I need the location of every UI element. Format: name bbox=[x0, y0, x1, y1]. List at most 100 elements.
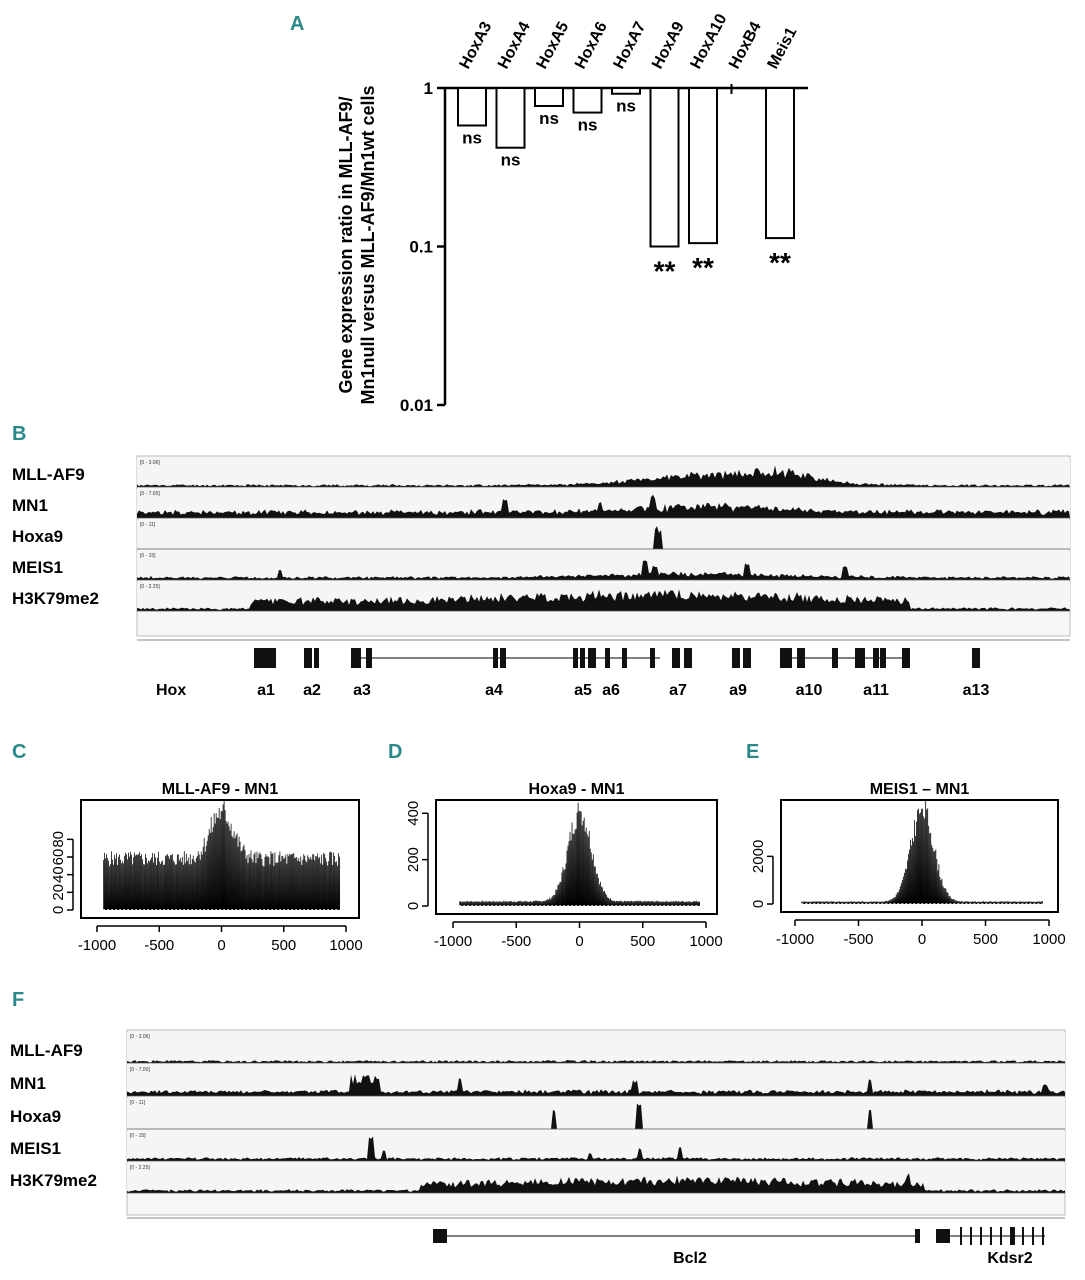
track-signal bbox=[127, 1136, 1065, 1161]
significance-label: ns bbox=[539, 109, 559, 128]
exon bbox=[588, 648, 596, 668]
x-tick-label: 0 bbox=[575, 933, 583, 950]
x-tick-label: 500 bbox=[630, 933, 655, 950]
y-tick-label: 200 bbox=[405, 847, 422, 872]
category-label: HoxA5 bbox=[534, 19, 573, 72]
x-tick-label: -1000 bbox=[776, 931, 814, 948]
bar bbox=[688, 87, 718, 245]
x-tick-label: 500 bbox=[271, 937, 296, 954]
bar bbox=[765, 87, 795, 240]
gene-label: a3 bbox=[353, 682, 371, 699]
track-range: [0 - 3.06] bbox=[130, 1034, 150, 1040]
panel-label-e: E bbox=[746, 741, 759, 763]
exon bbox=[351, 648, 361, 668]
track-background bbox=[127, 1032, 1065, 1063]
exon bbox=[743, 648, 751, 668]
significance-label: ** bbox=[692, 252, 714, 283]
exon bbox=[314, 648, 319, 668]
bar bbox=[649, 87, 680, 248]
track-range: [0 - 7.00] bbox=[130, 1067, 150, 1073]
track-range: [0 - 2.25] bbox=[130, 1165, 150, 1171]
profile-bars bbox=[459, 802, 700, 906]
panel-label-a: A bbox=[290, 13, 304, 35]
track-signal bbox=[127, 1060, 1065, 1063]
exon bbox=[304, 648, 312, 668]
track-signal bbox=[137, 589, 1070, 611]
x-tick-label: 500 bbox=[973, 931, 998, 948]
gene-label: a7 bbox=[669, 682, 687, 699]
track-name: MN1 bbox=[12, 496, 48, 515]
gene-label: a5 bbox=[574, 682, 592, 699]
track-background bbox=[137, 520, 1070, 549]
track-name: MEIS1 bbox=[10, 1139, 61, 1158]
significance-label: ns bbox=[578, 116, 598, 135]
x-tick-label: -1000 bbox=[78, 937, 116, 954]
track-name: H3K79me2 bbox=[12, 589, 99, 608]
significance-label: ** bbox=[654, 256, 676, 287]
gene-label: a6 bbox=[602, 682, 620, 699]
track-name: Hoxa9 bbox=[12, 527, 63, 546]
exon bbox=[780, 648, 792, 668]
gene-label: Bcl2 bbox=[673, 1250, 707, 1267]
x-tick-label: 0 bbox=[918, 931, 926, 948]
x-tick-label: 1000 bbox=[1032, 931, 1065, 948]
profile-bars bbox=[801, 800, 1043, 904]
x-tick-label: -500 bbox=[144, 937, 174, 954]
track-range: [0 - 7.00] bbox=[140, 491, 160, 497]
bar bbox=[572, 87, 603, 114]
track-background bbox=[137, 551, 1070, 580]
exon bbox=[960, 1227, 962, 1245]
category-label: HoxA7 bbox=[611, 19, 650, 72]
significance-label: ns bbox=[462, 128, 482, 147]
track-signal bbox=[137, 465, 1070, 487]
track-range: [0 - 11] bbox=[140, 522, 156, 528]
panel-label-f: F bbox=[12, 989, 24, 1011]
track-signal bbox=[127, 1173, 1065, 1193]
y-tick-label: 0.01 bbox=[400, 396, 433, 415]
track-signal bbox=[137, 560, 1070, 580]
exon bbox=[936, 1229, 950, 1243]
panel-a-ylabel-line2: Mn1null versus MLL-AF9/Mn1wt cells bbox=[358, 85, 378, 404]
category-label: HoxA10 bbox=[688, 11, 731, 72]
exon bbox=[873, 648, 879, 668]
track-range: [0 - 11] bbox=[130, 1100, 146, 1106]
exon bbox=[433, 1229, 447, 1243]
plot-title: Hoxa9 - MN1 bbox=[528, 781, 624, 798]
x-tick-label: -500 bbox=[501, 933, 531, 950]
panel-b-genome-browser: MLL-AF9[0 - 3.06]MN1[0 - 7.00]Hoxa9[0 - … bbox=[12, 455, 1071, 699]
track-name: MEIS1 bbox=[12, 558, 63, 577]
y-tick-label: 0 bbox=[50, 906, 67, 914]
exon bbox=[254, 648, 268, 668]
track-name: MN1 bbox=[10, 1074, 46, 1093]
exon bbox=[1042, 1227, 1044, 1245]
category-label: HoxA4 bbox=[495, 19, 534, 72]
track-range: [0 - 2.25] bbox=[140, 584, 160, 590]
x-tick-label: 1000 bbox=[329, 937, 362, 954]
panel-label-b: B bbox=[12, 423, 26, 445]
exon bbox=[580, 648, 585, 668]
exon bbox=[622, 648, 627, 668]
y-tick-label: 400 bbox=[405, 801, 422, 826]
exon bbox=[605, 648, 610, 668]
exon bbox=[915, 1229, 920, 1243]
y-tick-label: 1 bbox=[424, 79, 433, 98]
exon bbox=[1032, 1227, 1034, 1245]
panel-d-profile: Hoxa9 - MN1 -1000 -500 0 500 1000 0 200 400 bbox=[405, 781, 723, 950]
category-label: Meis1 bbox=[765, 25, 801, 72]
gene-label: a10 bbox=[796, 682, 823, 699]
exon bbox=[972, 648, 980, 668]
track-name: Hoxa9 bbox=[10, 1107, 61, 1126]
track-signal bbox=[127, 1074, 1065, 1096]
bar bbox=[457, 87, 487, 127]
gene-label: a9 bbox=[729, 682, 747, 699]
panel-a-chart: Gene expression ratio in MLL-AF9/ Mn1nul… bbox=[336, 11, 808, 415]
x-tick-label: -500 bbox=[843, 931, 873, 948]
exon bbox=[573, 648, 578, 668]
exon bbox=[268, 648, 276, 668]
exon bbox=[1010, 1227, 1015, 1245]
x-tick-label: -1000 bbox=[434, 933, 472, 950]
track-name: H3K79me2 bbox=[10, 1171, 97, 1190]
panel-a-bars: HoxA3 ns HoxA4 ns HoxA5 ns HoxA6 ns HoxA7 ns HoxA9… bbox=[457, 11, 801, 286]
profile-bars bbox=[103, 800, 341, 910]
